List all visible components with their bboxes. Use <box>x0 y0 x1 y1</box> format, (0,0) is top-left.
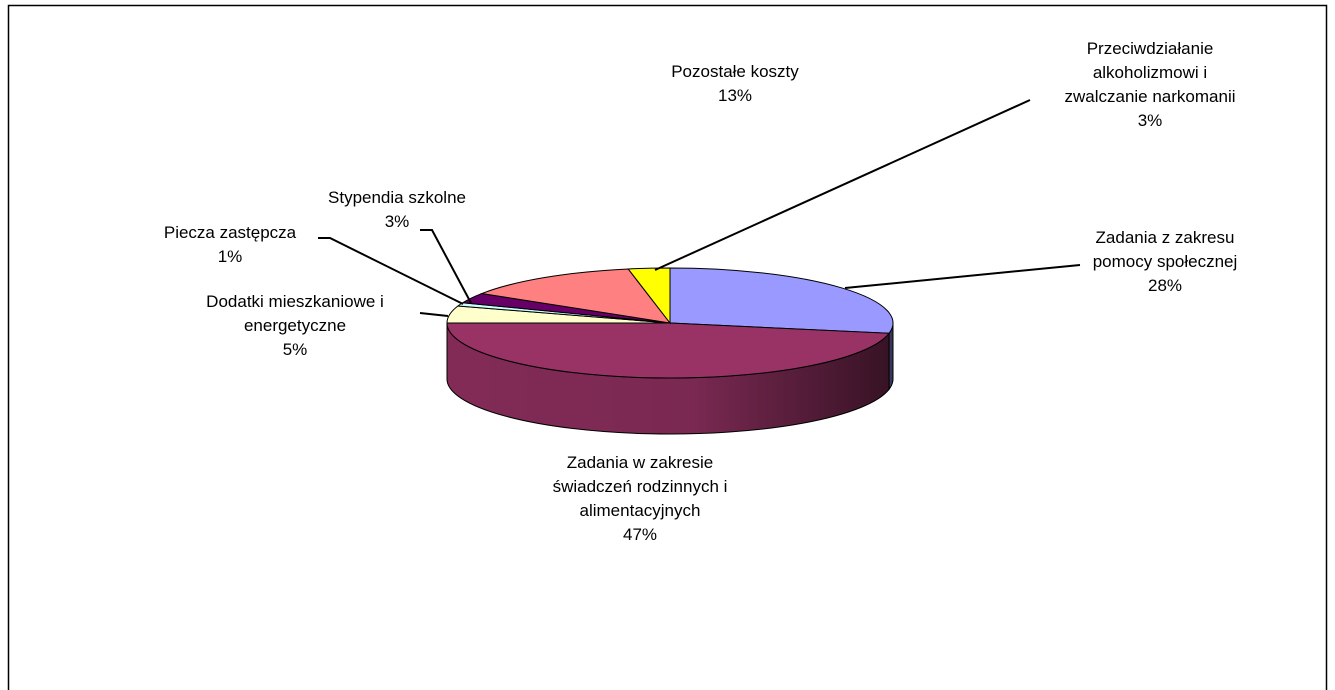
category-label: Pozostałe koszty <box>671 62 799 81</box>
data-label: Pozostałe koszty 13% <box>671 60 799 108</box>
category-label: Zadania w zakresie świadczeń rodzinnych … <box>552 453 728 520</box>
category-label: Zadania z zakresu pomocy społecznej <box>1092 228 1238 271</box>
chart-frame <box>7 4 1328 690</box>
leader-line <box>420 229 472 304</box>
value-label: 1% <box>217 247 243 266</box>
leader-line <box>844 264 1081 289</box>
value-label: 13% <box>717 86 753 105</box>
value-label: 28% <box>1147 276 1183 295</box>
data-label: Piecza zastępcza 1% <box>164 221 296 269</box>
data-label: Dodatki mieszkaniowe i energetyczne 5% <box>203 290 388 362</box>
category-label: Piecza zastępcza <box>163 223 297 242</box>
slice <box>669 267 894 334</box>
value-label: 3% <box>384 212 410 231</box>
leader-line <box>419 312 449 317</box>
category-label: Stypendia szkolne <box>328 188 466 207</box>
value-label: 5% <box>282 340 308 359</box>
data-label: Przeciwdziałanie alkoholizmowi i zwalcza… <box>1060 37 1240 133</box>
leader-line <box>654 99 1031 271</box>
category-label: Przeciwdziałanie alkoholizmowi i zwalcza… <box>1064 39 1236 106</box>
data-label: Zadania w zakresie świadczeń rodzinnych … <box>548 451 733 547</box>
value-label: 47% <box>622 525 658 544</box>
slice <box>446 322 891 379</box>
data-label: Zadania z zakresu pomocy społecznej 28% <box>1085 226 1245 298</box>
slice <box>479 268 672 324</box>
data-label: Stypendia szkolne 3% <box>328 186 466 234</box>
value-label: 3% <box>1137 111 1163 130</box>
leader-line <box>318 237 464 305</box>
category-label: Dodatki mieszkaniowe i energetyczne <box>206 292 384 335</box>
slice <box>627 267 671 325</box>
